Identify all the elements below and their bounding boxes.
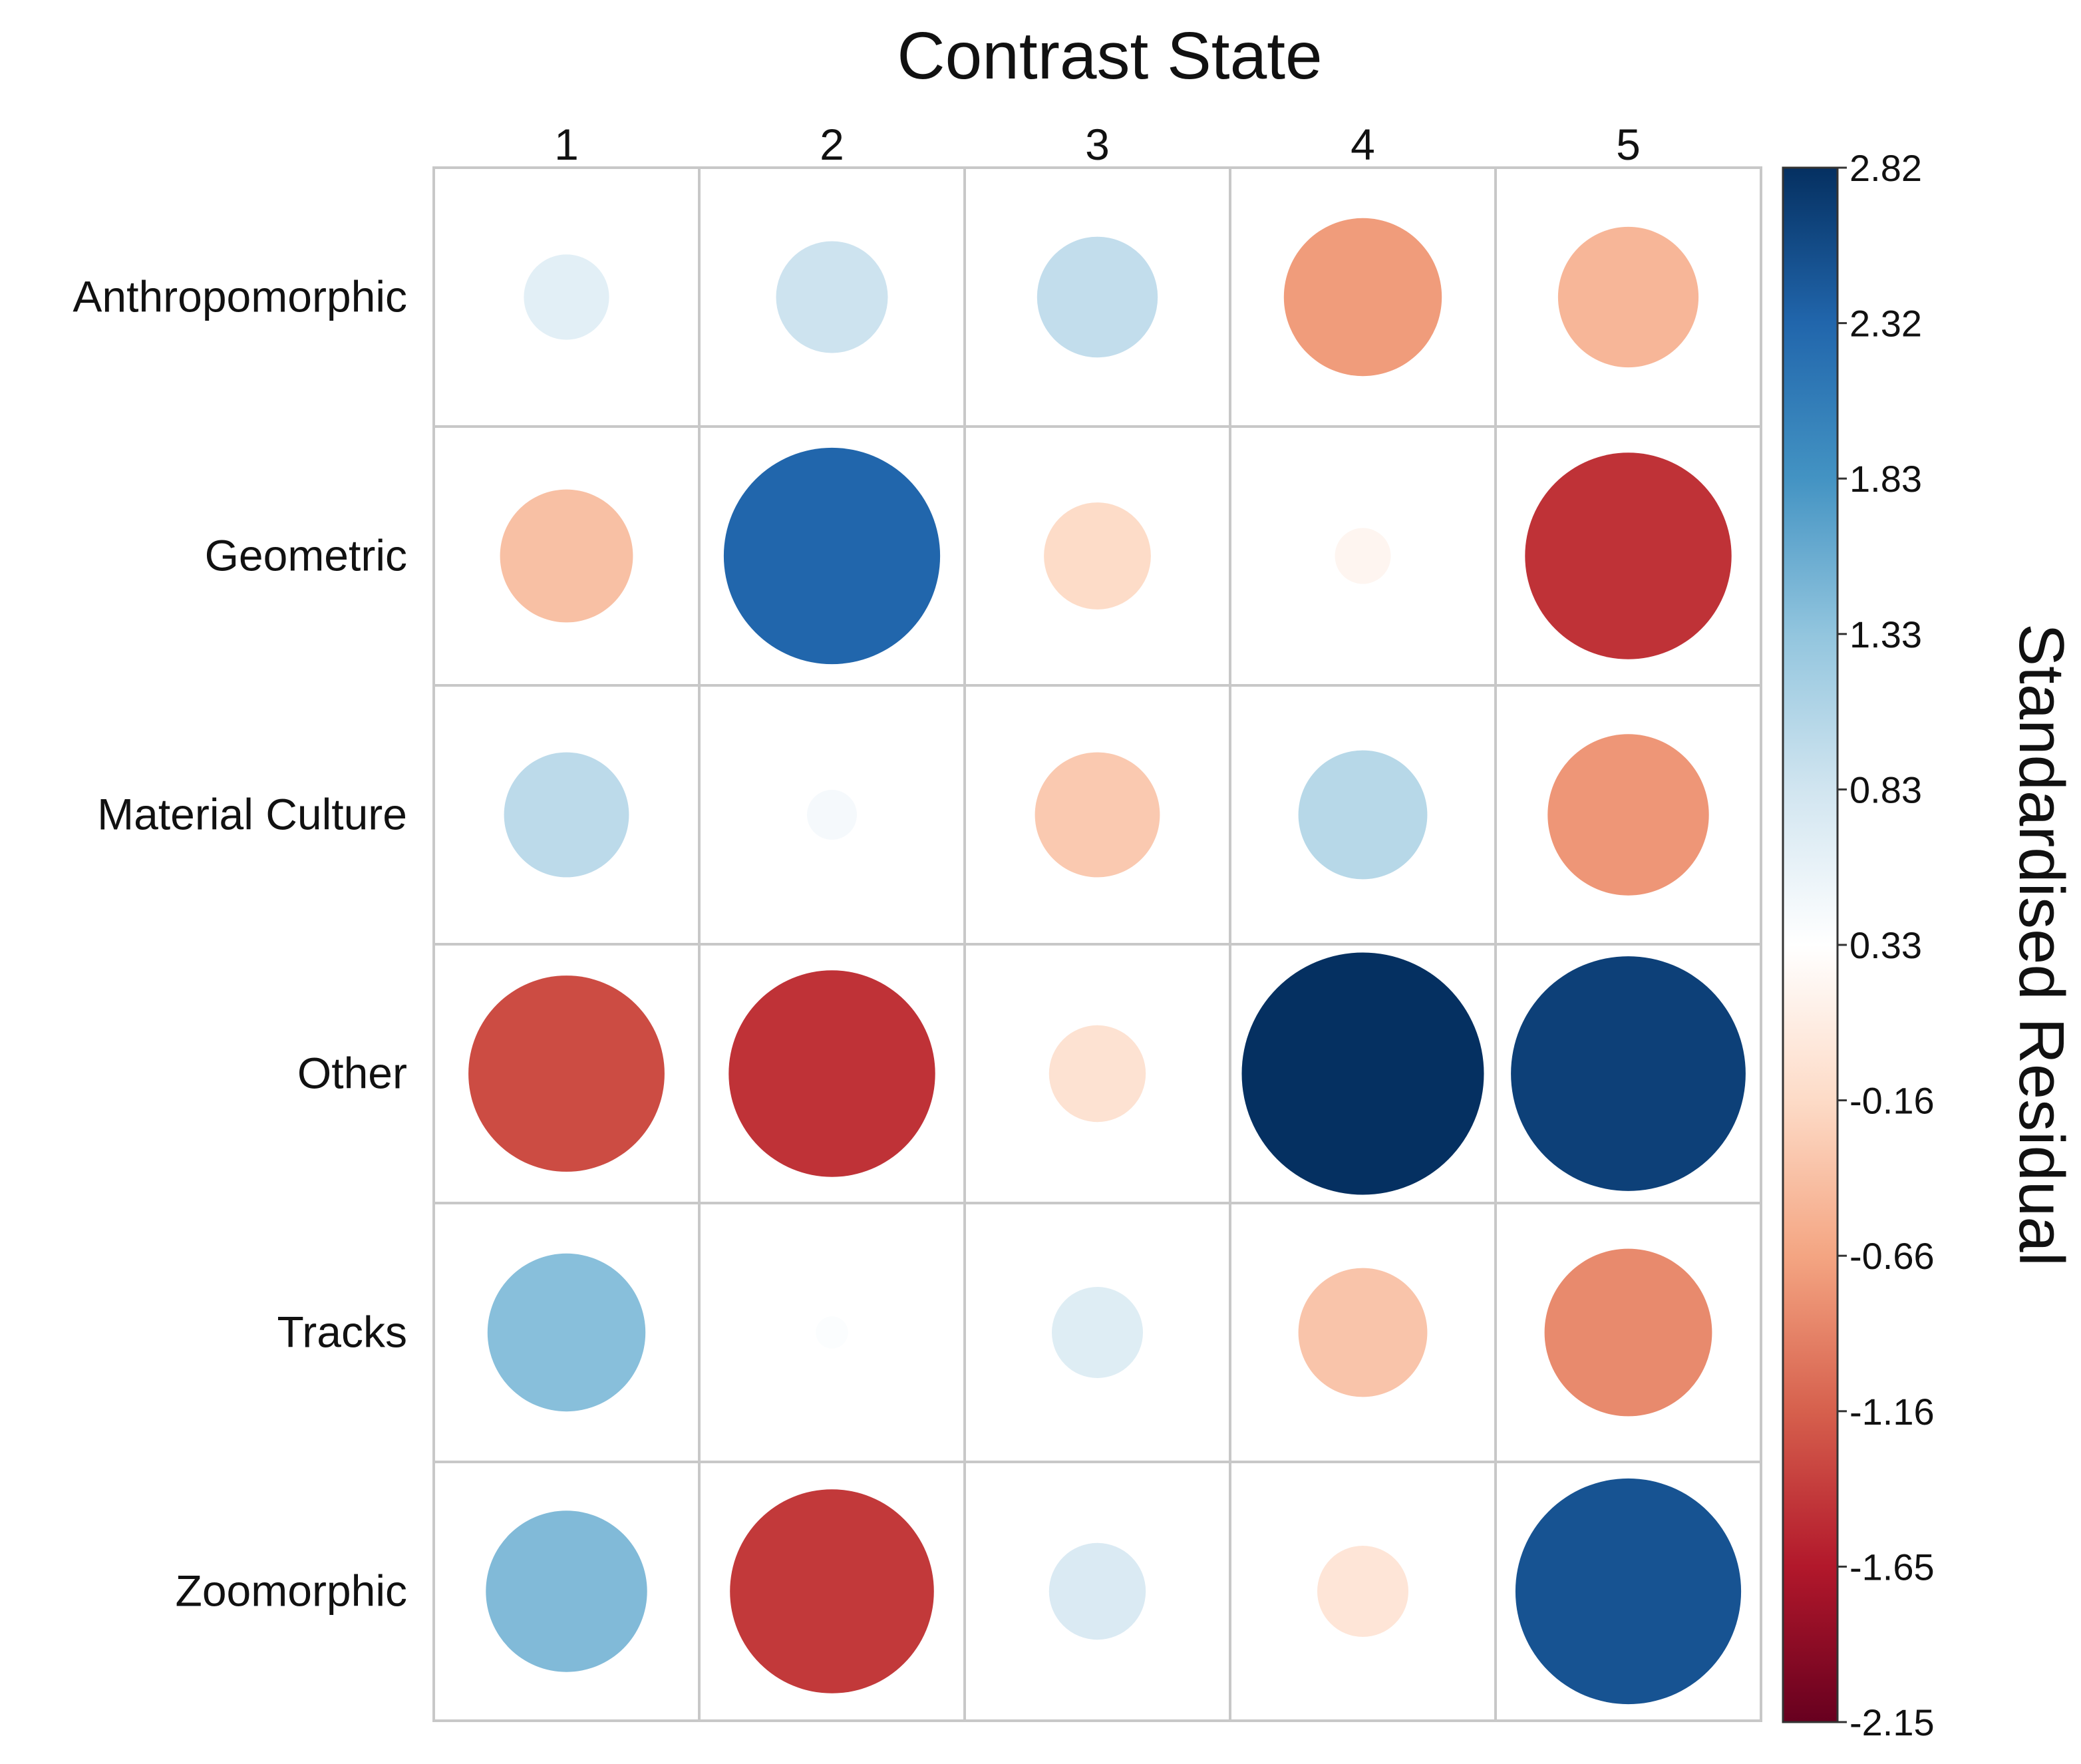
row-label-material-culture: Material Culture [97,790,407,839]
column-label-5: 5 [1616,120,1641,169]
colorbar: 2.82 2.32 1.83 1.33 0.83 0.33 -0.16 -0.66 -1.16 -… [1782,147,2077,1743]
circle-zoomorphic-1 [486,1510,647,1672]
circle-zoomorphic-2 [730,1489,934,1693]
circle-anthropomorphic-1 [524,254,609,340]
colorbar-tick-label: -0.16 [1849,1080,1935,1122]
circle-anthropomorphic-3 [1037,236,1158,358]
colorbar-label: Standardised Residual [2006,623,2077,1266]
colorbar-tick-label: -1.65 [1849,1546,1935,1588]
circle-tracks-3 [1052,1287,1143,1378]
circle-geometric-1 [500,489,633,623]
circle-tracks-2 [816,1316,848,1349]
colorbar-tick-label: 2.32 [1849,303,1922,345]
circle-zoomorphic-3 [1048,1542,1146,1640]
circle-material-culture-5 [1547,734,1709,896]
circle-anthropomorphic-4 [1283,218,1442,377]
circle-tracks-4 [1298,1268,1428,1397]
circle-geometric-4 [1335,528,1391,584]
circle-zoomorphic-5 [1515,1478,1742,1705]
colorbar-tick-label: -2.15 [1849,1701,1935,1743]
circle-other-1 [468,975,665,1172]
colorbar-tick-label: -0.66 [1849,1235,1935,1277]
circle-geometric-5 [1525,452,1732,659]
colorbar-tick-label: -1.16 [1849,1391,1935,1433]
row-label-other: Other [297,1049,407,1098]
column-label-4: 4 [1351,120,1375,169]
row-label-tracks: Tracks [277,1308,407,1357]
row-labels: Anthropomorphic Geometric Material Culture… [73,272,407,1616]
colorbar-gradient [1782,166,1839,1723]
circle-material-culture-4 [1298,750,1428,880]
circle-geometric-3 [1044,502,1151,610]
circle-other-5 [1511,956,1746,1191]
circle-anthropomorphic-5 [1557,226,1699,368]
circle-material-culture-2 [807,790,857,840]
row-label-zoomorphic: Zoomorphic [176,1566,407,1616]
row-label-geometric: Geometric [205,531,407,580]
column-label-2: 2 [820,120,844,169]
circle-tracks-1 [487,1253,646,1412]
grid [432,166,1762,1722]
circle-other-3 [1048,1025,1146,1123]
colorbar-tick-label: 0.83 [1849,769,1922,810]
circle-material-culture-3 [1035,752,1160,878]
colorbar-ticks: 2.82 2.32 1.83 1.33 0.83 0.33 -0.16 -0.66 -1.16 -… [1838,147,1935,1743]
circle-zoomorphic-4 [1317,1546,1408,1637]
colorbar-tick-label: 2.82 [1849,147,1922,189]
colorbar-tick-label: 1.83 [1849,458,1922,500]
column-label-3: 3 [1085,120,1110,169]
circle-tracks-5 [1544,1248,1712,1417]
circle-anthropomorphic-2 [776,241,888,353]
colorbar-tick-label: 0.33 [1849,924,1922,966]
circle-other-4 [1241,952,1484,1195]
row-label-anthropomorphic: Anthropomorphic [73,272,407,321]
circle-other-2 [728,970,935,1177]
circle-material-culture-1 [504,752,629,878]
circle-marks [468,218,1746,1705]
circle-geometric-2 [723,447,941,665]
column-label-1: 1 [554,120,579,169]
chart-title: Contrast State [897,19,1322,93]
colorbar-tick-label: 1.33 [1849,614,1922,655]
column-labels: 1 2 3 4 5 [554,120,1641,169]
